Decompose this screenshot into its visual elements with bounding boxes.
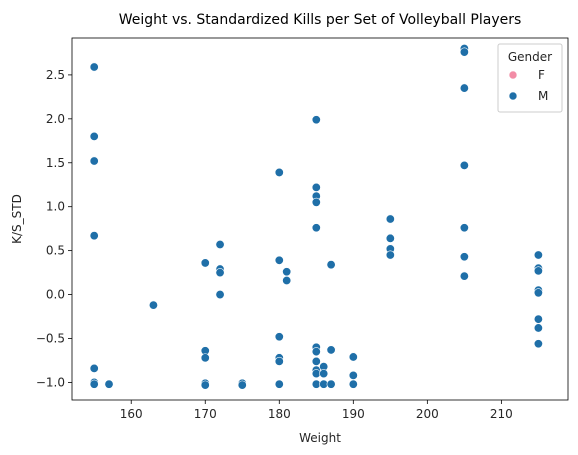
data-point-m [282, 276, 292, 286]
data-point-m [104, 379, 114, 389]
data-point-m [215, 268, 225, 278]
data-point-m [459, 83, 469, 93]
data-point-m [533, 314, 543, 324]
data-point-m [326, 379, 336, 389]
legend-title: Gender [508, 50, 552, 64]
data-point-m [215, 239, 225, 249]
data-point-m [311, 182, 321, 192]
y-tick-label: 0.5 [46, 244, 65, 258]
x-tick-label: 190 [342, 407, 365, 421]
data-point-m [274, 255, 284, 265]
data-point-m [89, 62, 99, 72]
data-point-m [274, 356, 284, 366]
legend-entries: FM [508, 68, 548, 103]
data-point-m [326, 345, 336, 355]
data-point-m [311, 356, 321, 366]
data-point-m [311, 197, 321, 207]
data-point-m [237, 380, 247, 390]
data-point-m [319, 369, 329, 379]
data-point-m [459, 271, 469, 281]
data-point-m [148, 300, 158, 310]
data-point-m [385, 250, 395, 260]
data-point-m [274, 332, 284, 342]
data-point-m [89, 231, 99, 241]
y-tick-label: −1.0 [36, 375, 65, 389]
legend: Gender FM [497, 43, 563, 113]
data-point-m [533, 250, 543, 260]
x-tick-label: 210 [490, 407, 513, 421]
y-tick-label: −0.5 [36, 331, 65, 345]
data-point-m [274, 167, 284, 177]
x-axis-label: Weight [299, 431, 341, 445]
data-point-m [533, 323, 543, 333]
x-axis-ticks: 160 170 180 190 200 210 [120, 400, 513, 421]
data-point-m [459, 47, 469, 57]
data-point-m [385, 214, 395, 224]
legend-marker-f [508, 70, 518, 80]
data-point-m [200, 353, 210, 363]
y-tick-label: 2.0 [46, 112, 65, 126]
data-point-m [348, 352, 358, 362]
data-point-m [274, 379, 284, 389]
y-tick-label: 1.0 [46, 200, 65, 214]
data-point-m [282, 267, 292, 277]
x-tick-label: 180 [268, 407, 291, 421]
plot-area-frame [71, 37, 569, 401]
data-point-m [326, 260, 336, 270]
y-tick-label: 1.5 [46, 156, 65, 170]
legend-label-m: M [538, 89, 548, 103]
data-point-m [311, 347, 321, 357]
x-tick-label: 170 [194, 407, 217, 421]
data-point-m [459, 252, 469, 262]
data-point-m [89, 156, 99, 166]
x-tick-label: 160 [120, 407, 143, 421]
y-axis-label: K/S_STD [10, 194, 24, 244]
y-tick-label: 2.5 [46, 68, 65, 82]
data-point-m [311, 223, 321, 233]
data-point-m [533, 266, 543, 276]
data-point-m [215, 290, 225, 300]
y-axis-ticks: −1.0 −0.5 0.0 0.5 1.0 1.5 2.0 2.5 [36, 68, 72, 389]
data-point-m [348, 379, 358, 389]
data-point-m [459, 223, 469, 233]
legend-label-f: F [538, 68, 545, 82]
data-point-m [385, 233, 395, 243]
data-point-m [200, 380, 210, 390]
data-point-m [89, 131, 99, 141]
data-point-m [533, 339, 543, 349]
x-tick-label: 200 [416, 407, 439, 421]
data-point-m [89, 363, 99, 373]
data-point-m [459, 160, 469, 170]
data-point-m [89, 379, 99, 389]
y-tick-label: 0.0 [46, 288, 65, 302]
chart-title: Weight vs. Standardized Kills per Set of… [119, 12, 522, 28]
data-point-m [311, 115, 321, 125]
data-point-m [533, 288, 543, 298]
legend-marker-m [508, 91, 518, 101]
data-points [89, 44, 543, 390]
data-point-m [348, 370, 358, 380]
data-point-m [200, 258, 210, 268]
